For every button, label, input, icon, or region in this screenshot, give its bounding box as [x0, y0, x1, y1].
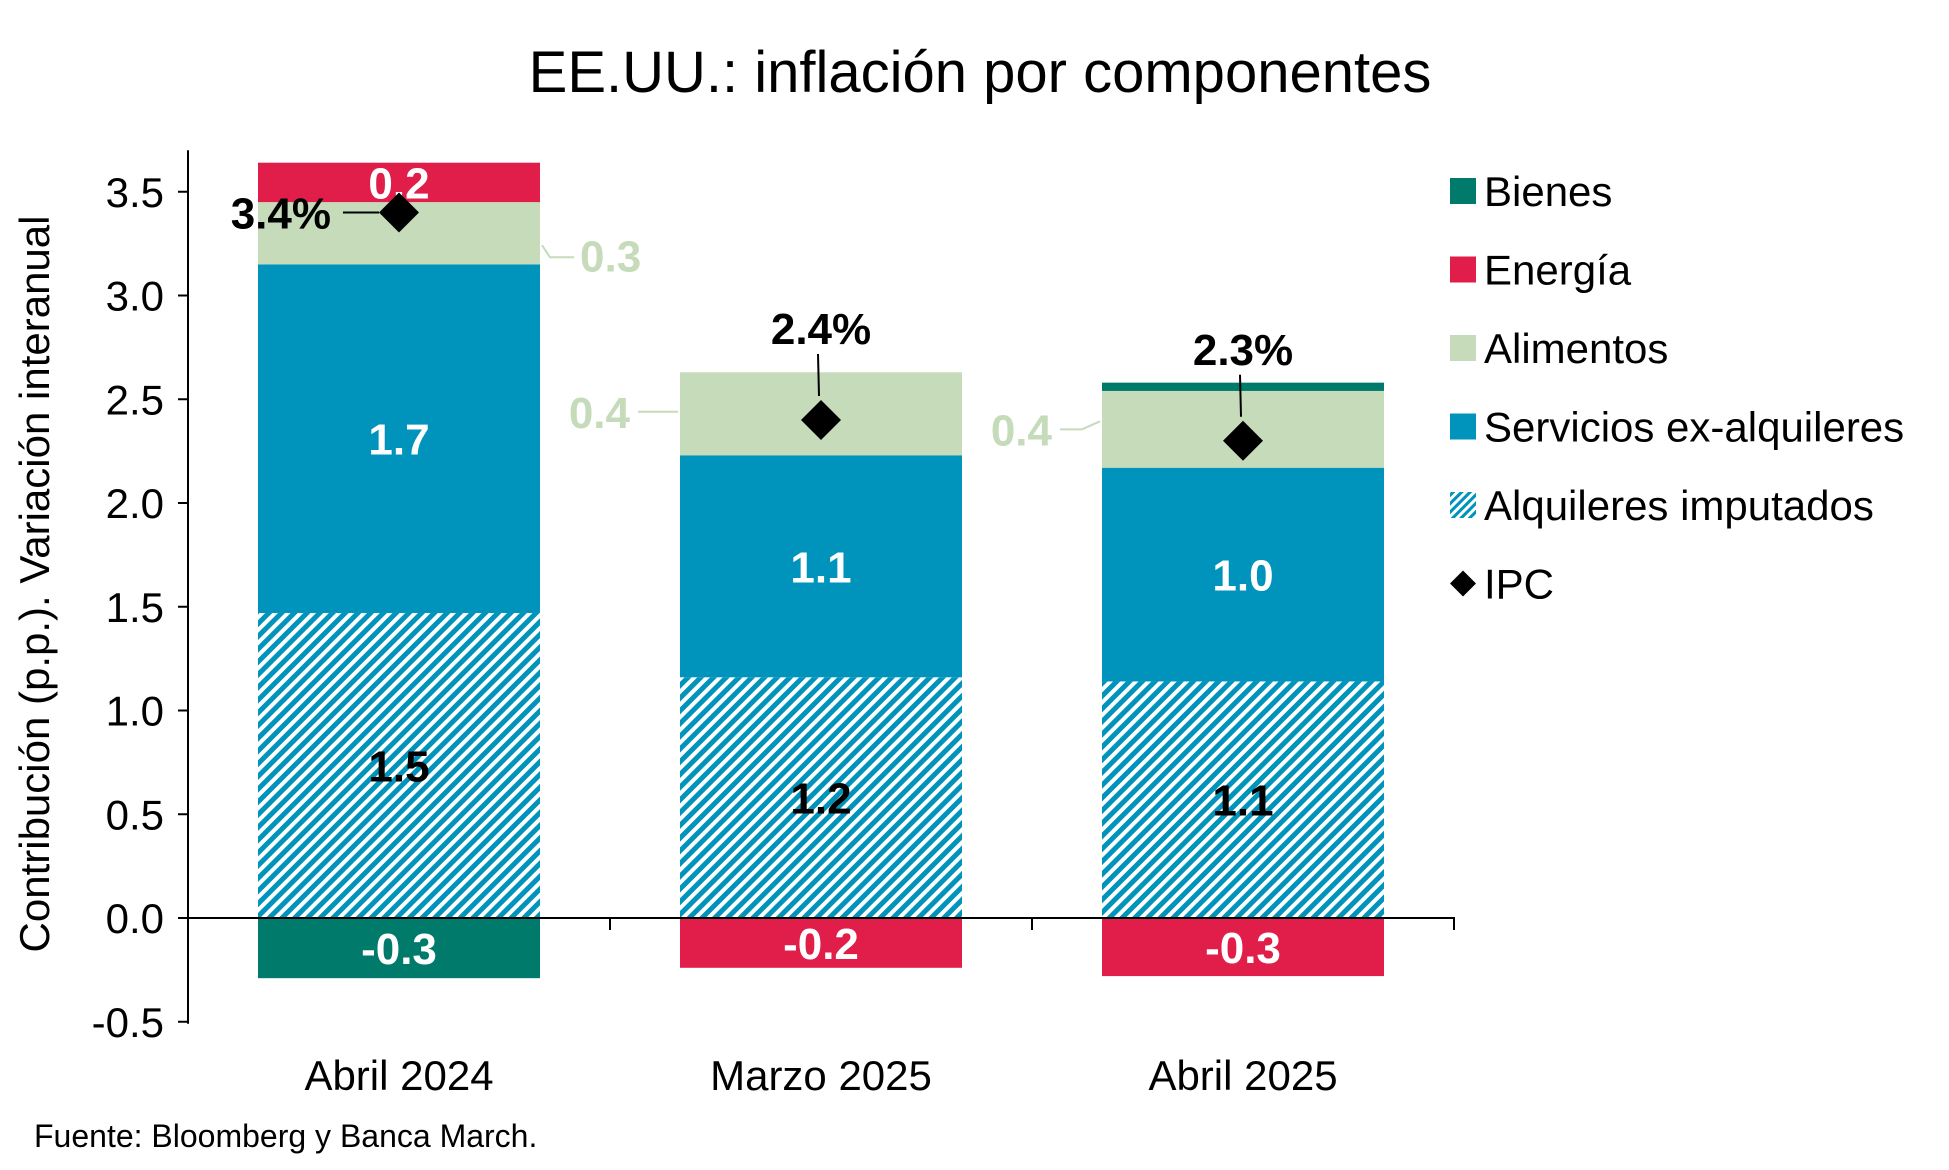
legend-label-servicios: Servicios ex-alquileres [1484, 404, 1904, 451]
ipc-label: 2.4% [771, 305, 871, 354]
bar-label-alquileres: 1.1 [1212, 777, 1273, 826]
bar-segment-bienes [258, 918, 540, 979]
bar-label-alimentos: 0.4 [991, 406, 1053, 455]
y-tick-label: -0.5 [92, 999, 164, 1046]
legend-label-alimentos: Alimentos [1484, 325, 1668, 372]
y-tick-label: 0.5 [106, 791, 164, 838]
callout-line-alimentos [1060, 420, 1101, 431]
bar-segment-alquileres [258, 612, 540, 918]
source-note: Fuente: Bloomberg y Banca March. [34, 1118, 537, 1154]
legend-label-alquileres: Alquileres imputados [1484, 482, 1874, 529]
ipc-label: 3.4% [231, 190, 331, 239]
bar-segment-servicios [1102, 467, 1384, 682]
legend-label-bienes: Bienes [1484, 168, 1612, 215]
legend-swatch-energia [1450, 256, 1476, 283]
legend-swatch-ipc [1450, 570, 1476, 597]
bar-segment-servicios [258, 264, 540, 613]
chart-title: EE.UU.: inflación por componentes [529, 40, 1432, 105]
y-tick-label: 2.5 [106, 376, 164, 423]
x-category-label: Abril 2024 [304, 1052, 493, 1099]
bar-label-bienes: -0.3 [361, 925, 437, 974]
ipc-marker [801, 400, 841, 440]
bars-layer [258, 162, 1384, 979]
y-tick-label: 0.0 [106, 895, 164, 942]
axes-layer: -0.5 0.0 0.5 1.0 1.5 2.0 2.5 3.0 3.5 Abril 2024 Ma… [92, 150, 1455, 1099]
ipc-leader-line [817, 353, 820, 397]
ipc-marker [1223, 420, 1263, 461]
ipc-marker [379, 192, 419, 233]
legend-swatch-alquileres [1450, 492, 1476, 518]
y-tick-label: 3.0 [106, 273, 164, 320]
callout-line-alimentos [541, 244, 574, 259]
bar-label-alimentos: 0.4 [569, 389, 631, 438]
bar-label-energia: -0.2 [783, 920, 859, 969]
bar-segment-energia [1102, 918, 1384, 977]
bar-label-alquileres: 1.2 [790, 775, 851, 824]
bar-segment-alquileres [1102, 681, 1384, 918]
legend-swatch-bienes [1450, 178, 1476, 204]
ipc-label: 2.3% [1193, 326, 1293, 375]
bar-segment-servicios [680, 455, 962, 678]
legend-label-ipc: IPC [1484, 561, 1554, 608]
legend-swatch-servicios [1450, 413, 1476, 440]
bar-label-alimentos: 0.3 [580, 232, 641, 281]
bar-label-servicios: 1.1 [790, 543, 851, 592]
bar-segment-alquileres [680, 677, 962, 918]
bar-label-energia: -0.3 [1205, 924, 1281, 973]
y-tick-label: 1.5 [106, 584, 164, 631]
y-tick-label: 2.0 [106, 480, 164, 527]
ipc-leader-line [1239, 374, 1242, 417]
legend-swatch-alimentos [1450, 335, 1476, 361]
y-axis-label: Contribución (p.p.). Variación interanua… [11, 216, 58, 953]
bar-segment-bienes [1102, 382, 1384, 391]
bar-segment-energia [680, 918, 962, 968]
bar-label-alquileres: 1.5 [368, 742, 429, 791]
legend: Bienes Energía Alimentos Servicios ex-alqui… [1450, 168, 1904, 608]
x-category-label: Marzo 2025 [710, 1052, 932, 1099]
bar-label-servicios: 1.7 [368, 416, 429, 465]
y-tick-label: 1.0 [106, 688, 164, 735]
legend-label-energia: Energía [1484, 247, 1632, 294]
bar-label-servicios: 1.0 [1212, 552, 1273, 601]
x-category-label: Abril 2025 [1148, 1052, 1337, 1099]
labels-layer: 1.51.70.30.2-0.31.21.10.4-0.21.11.00.4-0… [231, 160, 1293, 974]
y-tick-label: 3.5 [106, 169, 164, 216]
